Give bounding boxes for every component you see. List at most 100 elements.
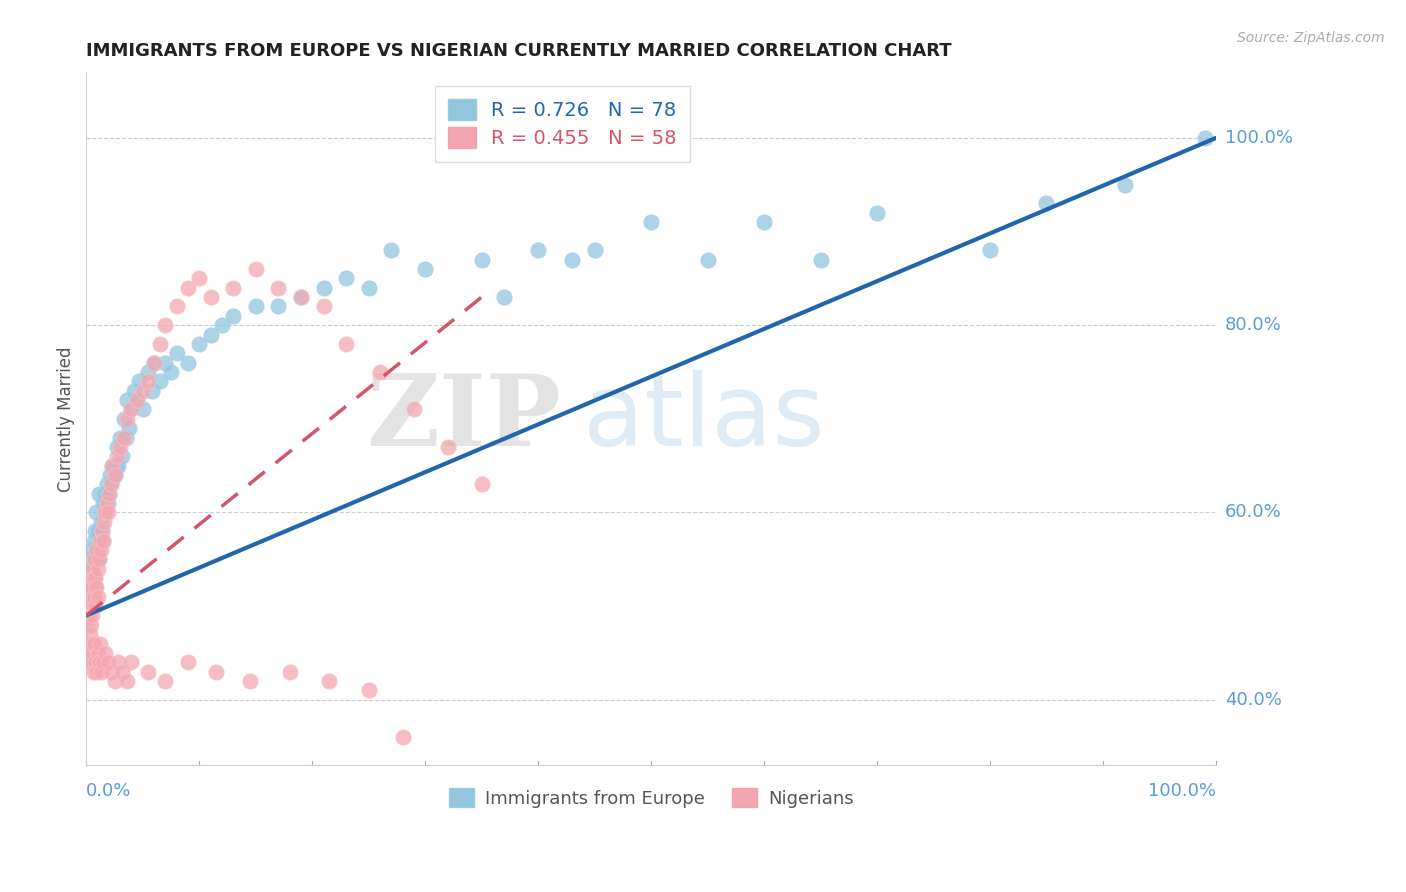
Point (83, 665, 105, 679)
Point (127, 393, 149, 408)
Point (100, 477, 122, 491)
Point (108, 431, 131, 445)
Point (177, 281, 200, 295)
Point (80, 580, 103, 594)
Point (86, 665, 108, 679)
Point (86, 590, 108, 604)
Point (89, 533, 111, 548)
Point (188, 271, 211, 285)
Point (112, 412, 135, 426)
Point (79, 646, 101, 660)
Point (91, 524, 114, 538)
Point (357, 683, 380, 698)
Point (103, 467, 125, 482)
Point (76, 636, 98, 650)
Point (640, 215, 662, 229)
Legend: Immigrants from Europe, Nigerians: Immigrants from Europe, Nigerians (441, 781, 860, 815)
Point (222, 309, 245, 323)
Point (494, 290, 516, 304)
Point (80, 636, 103, 650)
Point (82, 571, 104, 585)
Point (115, 673, 138, 688)
Point (583, 244, 606, 258)
Point (222, 281, 245, 295)
Point (115, 393, 138, 408)
Point (143, 356, 166, 370)
Point (1035, 196, 1057, 211)
Point (80, 608, 103, 623)
Point (97, 505, 120, 519)
Point (561, 252, 583, 267)
Point (80, 617, 103, 632)
Point (80, 542, 103, 557)
Point (290, 290, 312, 304)
Point (391, 730, 413, 744)
Point (84, 571, 107, 585)
Point (84, 580, 107, 594)
Point (89, 636, 111, 650)
Point (312, 281, 335, 295)
Point (94, 505, 117, 519)
Point (98, 467, 121, 482)
Point (103, 467, 125, 482)
Point (91, 533, 114, 548)
Point (80, 561, 103, 575)
Point (177, 356, 200, 370)
Point (149, 375, 172, 389)
Point (101, 458, 124, 473)
Point (80, 590, 103, 604)
Point (205, 665, 228, 679)
Point (83, 533, 105, 548)
Point (166, 300, 188, 314)
Point (267, 281, 290, 295)
Point (108, 440, 131, 454)
Point (138, 375, 160, 389)
Point (87, 552, 110, 566)
Point (91, 533, 114, 548)
Point (83, 636, 105, 650)
Point (866, 206, 889, 220)
Point (155, 356, 177, 370)
Point (86, 542, 108, 557)
Point (141, 384, 163, 398)
Point (91, 524, 114, 538)
Point (160, 365, 183, 379)
Text: 80.0%: 80.0% (1225, 316, 1282, 334)
Point (79, 552, 101, 566)
Point (79, 599, 101, 613)
Point (380, 244, 402, 258)
Point (86, 646, 108, 660)
Point (177, 655, 200, 669)
Point (132, 402, 155, 417)
Point (402, 402, 425, 417)
Point (82, 646, 104, 660)
Point (94, 505, 117, 519)
Point (143, 356, 166, 370)
Y-axis label: Currently Married: Currently Married (58, 346, 75, 491)
Point (103, 673, 125, 688)
Point (86, 542, 108, 557)
Point (278, 665, 301, 679)
Point (471, 477, 494, 491)
Point (104, 458, 127, 473)
Point (100, 477, 122, 491)
Point (76, 617, 98, 632)
Text: 60.0%: 60.0% (1225, 503, 1282, 522)
Point (245, 262, 267, 277)
Point (132, 384, 155, 398)
Point (267, 300, 290, 314)
Point (245, 300, 267, 314)
Point (90, 542, 112, 557)
Point (138, 365, 160, 379)
Point (86, 552, 108, 566)
Point (83, 590, 105, 604)
Point (1114, 178, 1136, 192)
Point (118, 421, 141, 435)
Point (93, 486, 115, 500)
Point (82, 590, 104, 604)
Point (121, 655, 143, 669)
Point (91, 655, 114, 669)
Point (101, 458, 124, 473)
Point (1194, 131, 1216, 145)
Point (155, 318, 177, 333)
